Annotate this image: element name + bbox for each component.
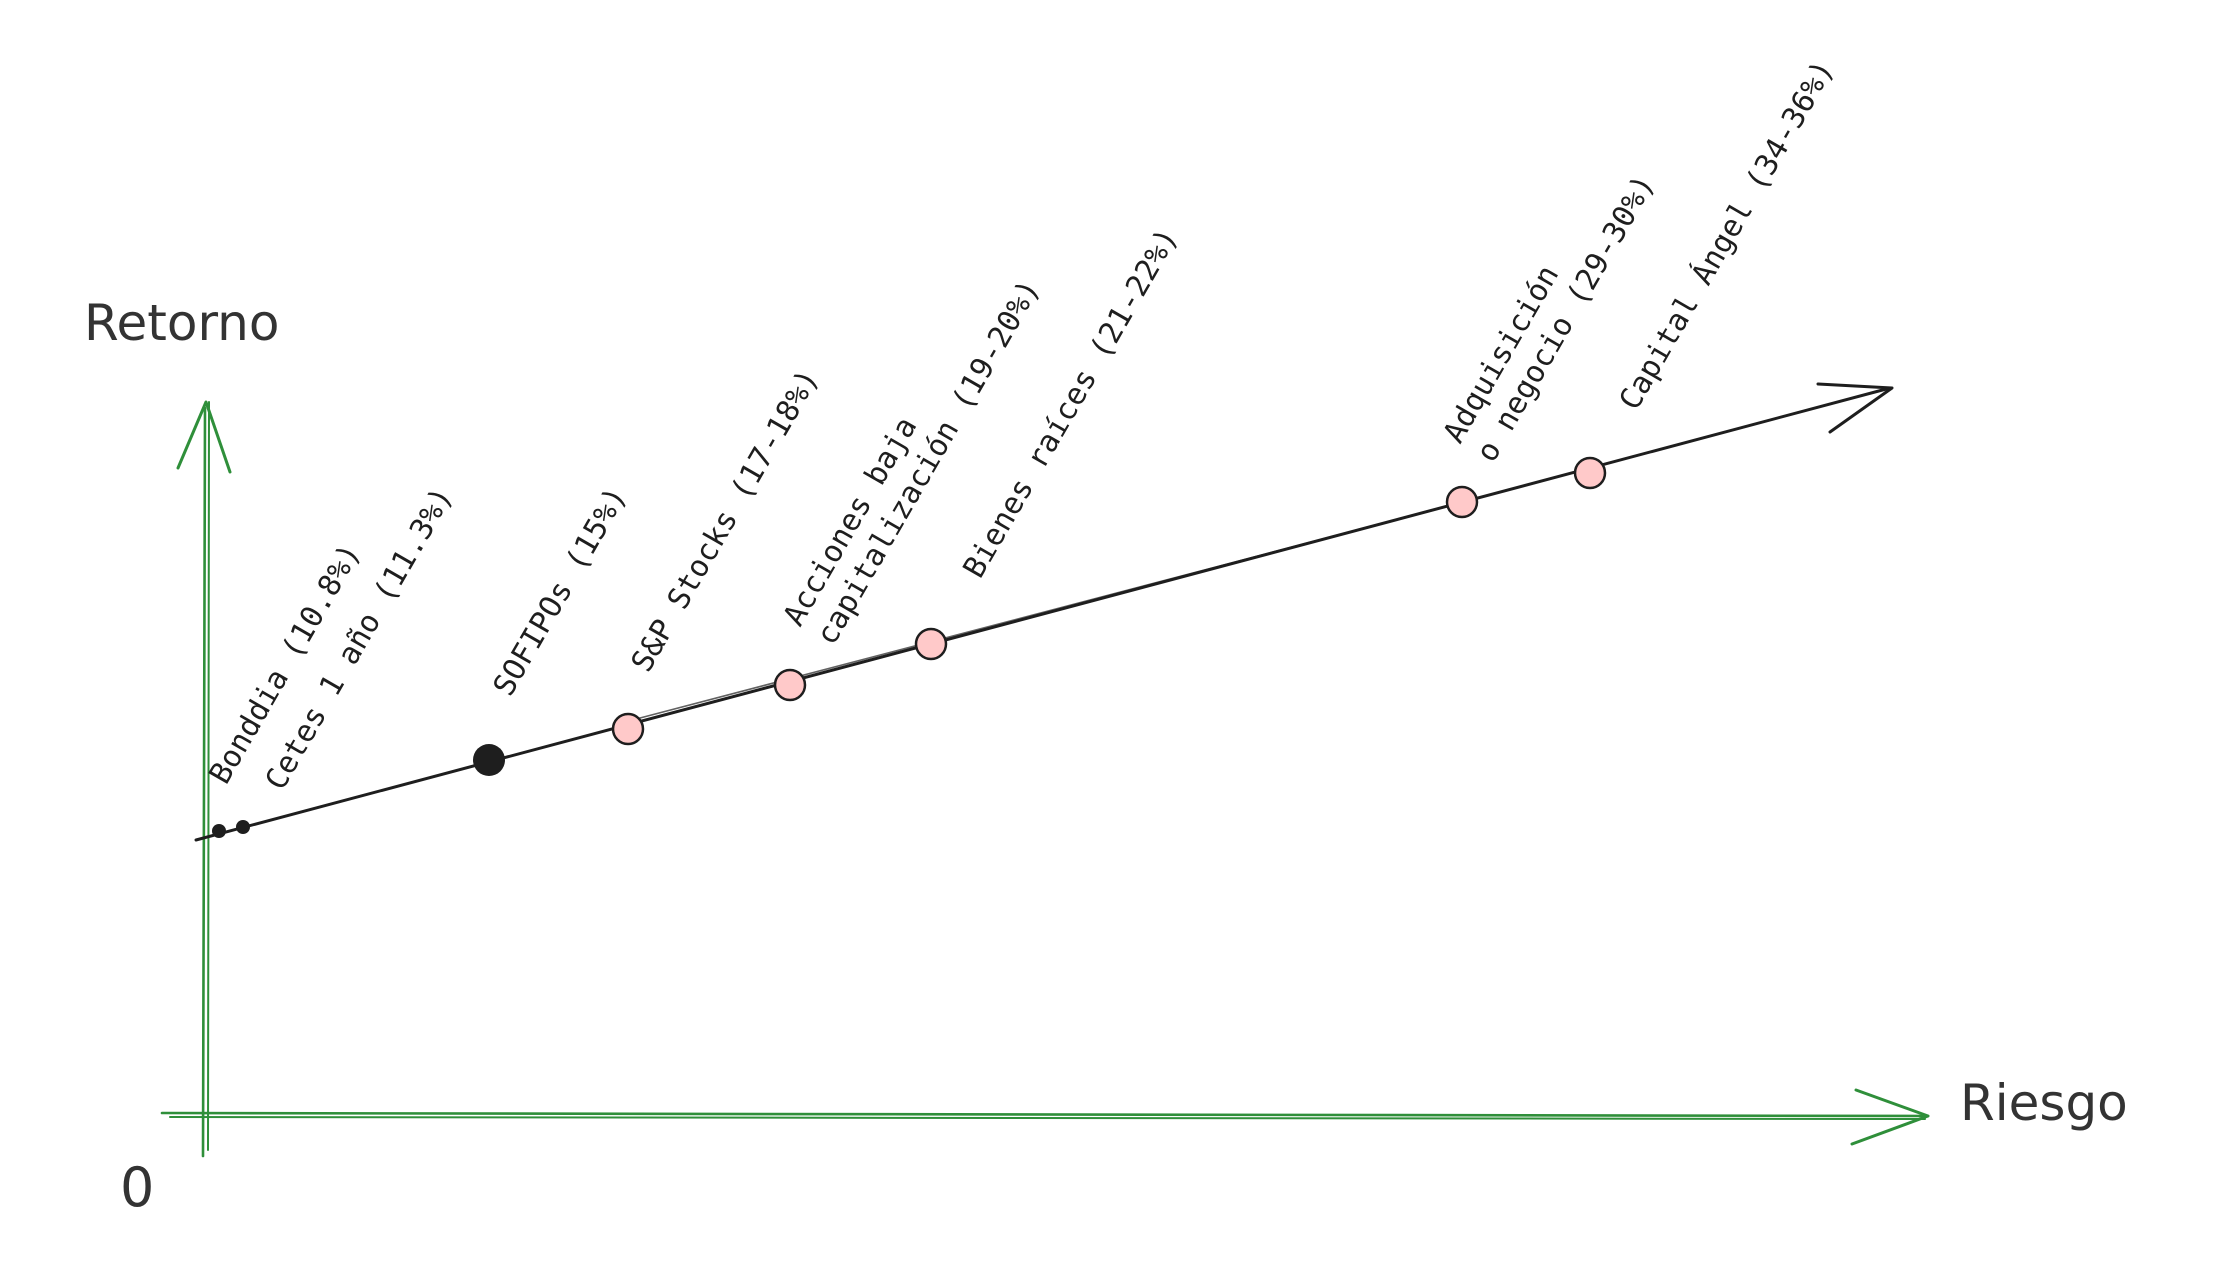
x-axis-line — [160, 1111, 1930, 1118]
point-label-line: SOFIPOs (15%) — [487, 481, 635, 702]
point-label: Adquisicióno negocio (29-30%) — [1437, 150, 1663, 468]
x-axis-arrowhead — [1850, 1088, 1930, 1146]
point-marker-circle — [914, 627, 948, 661]
point-label: Acciones bajacapitalización (19-20%) — [777, 255, 1048, 651]
point-label-line: o negocio (29-30%) — [1470, 169, 1663, 468]
y-axis-title: Retorno — [84, 294, 279, 352]
point-label: Bienes raíces (21-22%) — [957, 222, 1186, 584]
y-axis-line-sketch — [207, 401, 210, 1151]
point-label-line: S&P Stocks (17-18%) — [625, 363, 827, 678]
point-marker-large-dot — [473, 744, 505, 776]
trend-line-sketch — [639, 502, 1461, 719]
data-point: SOFIPOs (15%) — [473, 481, 634, 776]
data-point: Adquisicióno negocio (29-30%) — [1437, 150, 1663, 519]
points-layer: Bonddia (10.8%)Cetes 1 año (11.3%) SOFIPO… — [203, 54, 1842, 838]
point-label: S&P Stocks (17-18%) — [625, 363, 827, 678]
point-marker-circle — [611, 712, 645, 746]
point-marker-small-dot — [212, 824, 226, 838]
point-label-line: capitalización (19-20%) — [810, 274, 1048, 651]
point-label: Capital Ángel (34-36%) — [1612, 54, 1842, 416]
data-point: Capital Ángel (34-36%) — [1573, 54, 1842, 490]
point-marker-circle — [1445, 485, 1479, 519]
axes: Retorno Riesgo 0 — [84, 294, 2128, 1219]
point-marker-circle — [1573, 456, 1607, 490]
point-label-line: Bienes raíces (21-22%) — [957, 222, 1186, 584]
point-label: SOFIPOs (15%) — [487, 481, 635, 702]
x-axis-line-sketch — [169, 1116, 1926, 1120]
x-axis-title: Riesgo — [1960, 1074, 2128, 1132]
point-marker-small-dot — [236, 820, 250, 834]
point-label-line: Capital Ángel (34-36%) — [1612, 54, 1842, 416]
trend-arrowhead — [1816, 382, 1894, 434]
origin-label: 0 — [120, 1156, 154, 1219]
data-point: Acciones bajacapitalización (19-20%) — [773, 255, 1048, 702]
point-marker-circle — [773, 668, 807, 702]
y-axis-line — [201, 406, 207, 1158]
y-axis-arrowhead — [176, 400, 232, 474]
